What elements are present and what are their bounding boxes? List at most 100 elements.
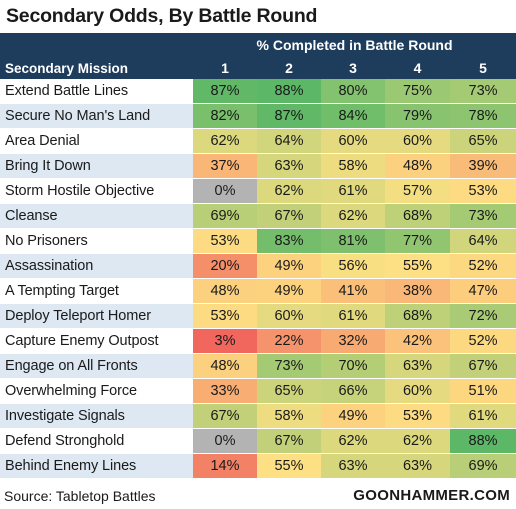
value-cell: 62% xyxy=(193,128,257,154)
value-cell: 60% xyxy=(385,128,450,154)
value-cell: 67% xyxy=(193,403,257,429)
table-row: Overwhelming Force 33% 65% 66% 60% 51% xyxy=(0,378,516,404)
value-cell: 49% xyxy=(257,253,321,279)
round-header-4: 4 xyxy=(385,57,450,79)
mission-name: Overwhelming Force xyxy=(0,378,193,404)
table-row: Behind Enemy Lines 14% 55% 63% 63% 69% xyxy=(0,453,516,479)
value-cell: 62% xyxy=(321,203,385,229)
mission-name: Capture Enemy Outpost xyxy=(0,328,193,354)
value-cell: 51% xyxy=(450,378,516,404)
table-row: Assassination 20% 49% 56% 55% 52% xyxy=(0,253,516,279)
value-cell: 72% xyxy=(450,303,516,329)
round-header-3: 3 xyxy=(321,57,385,79)
value-cell: 62% xyxy=(257,178,321,204)
value-cell: 56% xyxy=(321,253,385,279)
value-cell: 3% xyxy=(193,328,257,354)
value-cell: 38% xyxy=(385,278,450,304)
value-cell: 84% xyxy=(321,103,385,129)
mission-name: Bring It Down xyxy=(0,153,193,179)
value-cell: 61% xyxy=(321,178,385,204)
mission-name: Behind Enemy Lines xyxy=(0,453,193,479)
mission-name: Secure No Man's Land xyxy=(0,103,193,129)
value-cell: 52% xyxy=(450,253,516,279)
mission-name: Storm Hostile Objective xyxy=(0,178,193,204)
value-cell: 65% xyxy=(450,128,516,154)
value-cell: 63% xyxy=(385,453,450,479)
mission-name: Cleanse xyxy=(0,203,193,229)
value-cell: 88% xyxy=(257,79,321,104)
column-group-label: % Completed in Battle Round xyxy=(193,33,516,57)
table-row: Storm Hostile Objective 0% 62% 61% 57% 53% xyxy=(0,178,516,204)
table-row: No Prisoners 53% 83% 81% 77% 64% xyxy=(0,228,516,254)
value-cell: 73% xyxy=(450,79,516,104)
table-body: Extend Battle Lines 87% 88% 80% 75% 73% Secure… xyxy=(0,79,516,479)
value-cell: 60% xyxy=(321,128,385,154)
table-row: Bring It Down 37% 63% 58% 48% 39% xyxy=(0,153,516,179)
value-cell: 48% xyxy=(193,353,257,379)
value-cell: 58% xyxy=(321,153,385,179)
value-cell: 68% xyxy=(385,303,450,329)
brand-logo: GOONHAMMER.COM xyxy=(353,487,510,504)
round-header-1: 1 xyxy=(193,57,257,79)
chart-title: Secondary Odds, By Battle Round xyxy=(6,5,318,27)
value-cell: 60% xyxy=(257,303,321,329)
value-cell: 63% xyxy=(257,153,321,179)
mission-name: Extend Battle Lines xyxy=(0,79,193,104)
table-row: Capture Enemy Outpost 3% 22% 32% 42% 52% xyxy=(0,328,516,354)
table-row: Secure No Man's Land 82% 87% 84% 79% 78% xyxy=(0,103,516,129)
value-cell: 87% xyxy=(193,79,257,104)
table-row: Area Denial 62% 64% 60% 60% 65% xyxy=(0,128,516,154)
mission-name: No Prisoners xyxy=(0,228,193,254)
value-cell: 87% xyxy=(257,103,321,129)
value-cell: 53% xyxy=(193,303,257,329)
value-cell: 48% xyxy=(193,278,257,304)
table-row: Defend Stronghold 0% 67% 62% 62% 88% xyxy=(0,428,516,454)
value-cell: 62% xyxy=(321,428,385,454)
row-header-label: Secondary Mission xyxy=(0,57,193,79)
table-row: Investigate Signals 67% 58% 49% 53% 61% xyxy=(0,403,516,429)
table-row: Deploy Teleport Homer 53% 60% 61% 68% 72% xyxy=(0,303,516,329)
value-cell: 22% xyxy=(257,328,321,354)
value-cell: 82% xyxy=(193,103,257,129)
value-cell: 65% xyxy=(257,378,321,404)
value-cell: 80% xyxy=(321,79,385,104)
value-cell: 47% xyxy=(450,278,516,304)
value-cell: 67% xyxy=(450,353,516,379)
mission-name: Area Denial xyxy=(0,128,193,154)
value-cell: 61% xyxy=(321,303,385,329)
value-cell: 49% xyxy=(257,278,321,304)
value-cell: 32% xyxy=(321,328,385,354)
value-cell: 73% xyxy=(450,203,516,229)
value-cell: 20% xyxy=(193,253,257,279)
value-cell: 73% xyxy=(257,353,321,379)
mission-name: Engage on All Fronts xyxy=(0,353,193,379)
value-cell: 52% xyxy=(450,328,516,354)
value-cell: 60% xyxy=(385,378,450,404)
round-header-5: 5 xyxy=(450,57,516,79)
value-cell: 64% xyxy=(450,228,516,254)
secondary-odds-table: % Completed in Battle Round Secondary Mi… xyxy=(0,33,516,479)
value-cell: 63% xyxy=(385,353,450,379)
value-cell: 68% xyxy=(385,203,450,229)
value-cell: 42% xyxy=(385,328,450,354)
value-cell: 75% xyxy=(385,79,450,104)
value-cell: 66% xyxy=(321,378,385,404)
value-cell: 67% xyxy=(257,428,321,454)
header-spacer xyxy=(0,33,193,57)
value-cell: 69% xyxy=(193,203,257,229)
value-cell: 69% xyxy=(450,453,516,479)
value-cell: 62% xyxy=(385,428,450,454)
mission-name: Deploy Teleport Homer xyxy=(0,303,193,329)
mission-name: Defend Stronghold xyxy=(0,428,193,454)
value-cell: 78% xyxy=(450,103,516,129)
mission-name: Investigate Signals xyxy=(0,403,193,429)
value-cell: 39% xyxy=(450,153,516,179)
value-cell: 53% xyxy=(193,228,257,254)
value-cell: 55% xyxy=(385,253,450,279)
value-cell: 41% xyxy=(321,278,385,304)
value-cell: 0% xyxy=(193,428,257,454)
value-cell: 70% xyxy=(321,353,385,379)
value-cell: 83% xyxy=(257,228,321,254)
source-note: Source: Tabletop Battles xyxy=(4,488,156,504)
value-cell: 49% xyxy=(321,403,385,429)
